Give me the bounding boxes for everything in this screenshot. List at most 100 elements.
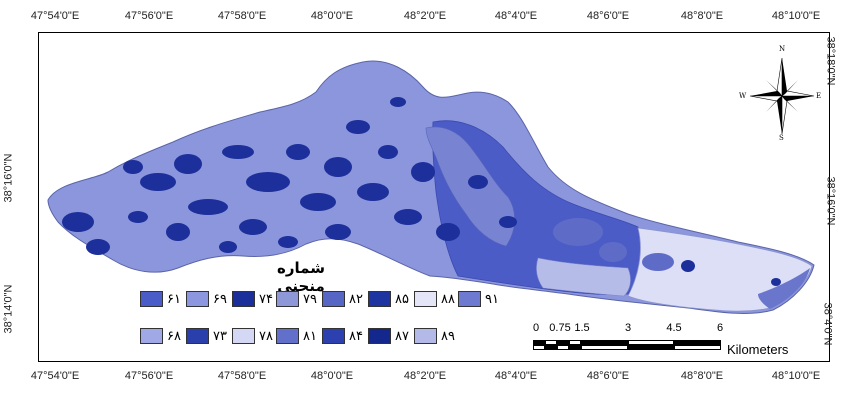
region-east-bottom — [758, 268, 810, 309]
scale-segment — [674, 345, 721, 350]
legend-item: ۸۷ — [368, 327, 409, 345]
scale-segment — [569, 345, 581, 350]
watershed-map — [47, 60, 815, 314]
north-arrow-icon — [749, 57, 815, 135]
legend-label: ۸۲ — [349, 291, 363, 307]
scale-label: 1.5 — [574, 322, 590, 334]
scale-label: 4.5 — [666, 322, 682, 334]
bottom-tick-label: 48°2'0"E — [403, 370, 447, 382]
legend-label: ۷۸ — [259, 328, 273, 344]
compass-west-label: W — [739, 92, 747, 100]
dark-patches — [62, 97, 781, 286]
bottom-tick-label: 48°8'0"E — [680, 370, 724, 382]
legend-label: ۷۳ — [213, 328, 227, 344]
compass-east-label: E — [816, 92, 822, 100]
legend-swatch — [186, 328, 209, 344]
legend-item: ۷۸ — [232, 327, 273, 345]
scale-segment — [557, 345, 569, 350]
scale-segment — [674, 340, 721, 345]
legend-item: ۸۹ — [414, 327, 455, 345]
scale-segment — [545, 345, 557, 350]
bottom-tick-label: 48°4'0"E — [494, 370, 538, 382]
legend-swatch — [368, 291, 391, 307]
right-tick-label: 38°18'0"N — [824, 36, 837, 86]
top-tick-label: 47°58'0"E — [217, 10, 267, 22]
legend-label: ۷۹ — [303, 291, 317, 307]
scale-segment — [545, 340, 557, 345]
compass-south-label: S — [779, 134, 784, 142]
legend-item: ۶۹ — [186, 290, 227, 308]
legend-item: ۶۱ — [140, 290, 181, 308]
scale-label: 0 — [532, 322, 540, 334]
scale-segment — [581, 340, 628, 345]
scale-segment — [557, 340, 569, 345]
legend-label: ۸۸ — [441, 291, 455, 307]
legend-swatch — [368, 328, 391, 344]
legend-swatch — [458, 291, 481, 307]
legend-item: ۷۳ — [186, 327, 227, 345]
legend-label: ۷۴ — [259, 291, 273, 307]
legend-swatch — [232, 328, 255, 344]
legend-swatch — [276, 328, 299, 344]
top-tick-label: 48°4'0"E — [494, 10, 538, 22]
scale-segment — [581, 345, 628, 350]
top-tick-label: 48°2'0"E — [403, 10, 447, 22]
top-tick-label: 47°56'0"E — [124, 10, 174, 22]
legend-swatch — [276, 291, 299, 307]
legend-label: ۶۹ — [213, 291, 227, 307]
legend-label: ۸۴ — [349, 328, 363, 344]
legend-label: ۶۸ — [167, 328, 181, 344]
scale-segment — [533, 340, 545, 345]
legend-swatch — [140, 328, 163, 344]
scale-segment — [569, 340, 581, 345]
legend-item: ۸۲ — [322, 290, 363, 308]
legend-title: شماره منحنی — [277, 259, 325, 295]
scale-segment — [628, 340, 674, 345]
bottom-tick-label: 48°6'0"E — [586, 370, 630, 382]
legend-label: ۸۹ — [441, 328, 455, 344]
scale-label: 6 — [716, 322, 724, 334]
medium-patches — [553, 218, 674, 271]
legend-item: ۷۹ — [276, 290, 317, 308]
legend-item: ۸۸ — [414, 290, 455, 308]
right-tick-label: 38°4'0"N — [821, 302, 834, 346]
region-east-mid — [432, 120, 644, 295]
scale-label: 3 — [624, 322, 632, 334]
right-tick-label: 38°16'0"N — [824, 176, 837, 226]
top-tick-label: 48°8'0"E — [680, 10, 724, 22]
top-tick-label: 48°6'0"E — [586, 10, 630, 22]
scale-segment — [628, 345, 674, 350]
bottom-tick-label: 47°56'0"E — [124, 370, 174, 382]
legend-swatch — [186, 291, 209, 307]
legend-swatch — [232, 291, 255, 307]
legend-item: ۸۴ — [322, 327, 363, 345]
compass-rose-icon: N S E W — [739, 45, 822, 142]
legend-swatch — [322, 291, 345, 307]
legend-item: ۸۵ — [368, 290, 409, 308]
legend-label: ۸۵ — [395, 291, 409, 307]
legend-swatch — [414, 328, 437, 344]
scale-unit-label: Kilometers — [727, 342, 789, 357]
legend-item: ۶۸ — [140, 327, 181, 345]
bottom-tick-label: 47°54'0"E — [30, 370, 80, 382]
scale-segment — [533, 345, 545, 350]
left-tick-label: 38°14'0"N — [2, 284, 15, 334]
legend-swatch — [140, 291, 163, 307]
top-tick-label: 48°10'0"E — [771, 10, 821, 22]
left-tick-label: 38°16'0"N — [2, 153, 15, 203]
legend-label: ۹۱ — [485, 291, 499, 307]
scale-label: 0.75 — [549, 322, 571, 334]
bottom-tick-label: 48°10'0"E — [771, 370, 821, 382]
legend-swatch — [322, 328, 345, 344]
legend-label: ۸۱ — [303, 328, 317, 344]
bottom-tick-label: 47°58'0"E — [217, 370, 267, 382]
top-tick-label: 47°54'0"E — [30, 10, 80, 22]
compass-north-label: N — [779, 45, 786, 53]
top-tick-label: 48°0'0"E — [310, 10, 354, 22]
legend-item: ۸۱ — [276, 327, 317, 345]
legend-item: ۹۱ — [458, 290, 499, 308]
legend-label: ۶۱ — [167, 291, 181, 307]
legend-swatch — [414, 291, 437, 307]
region-mid-band — [425, 126, 515, 247]
bottom-tick-label: 48°0'0"E — [310, 370, 354, 382]
